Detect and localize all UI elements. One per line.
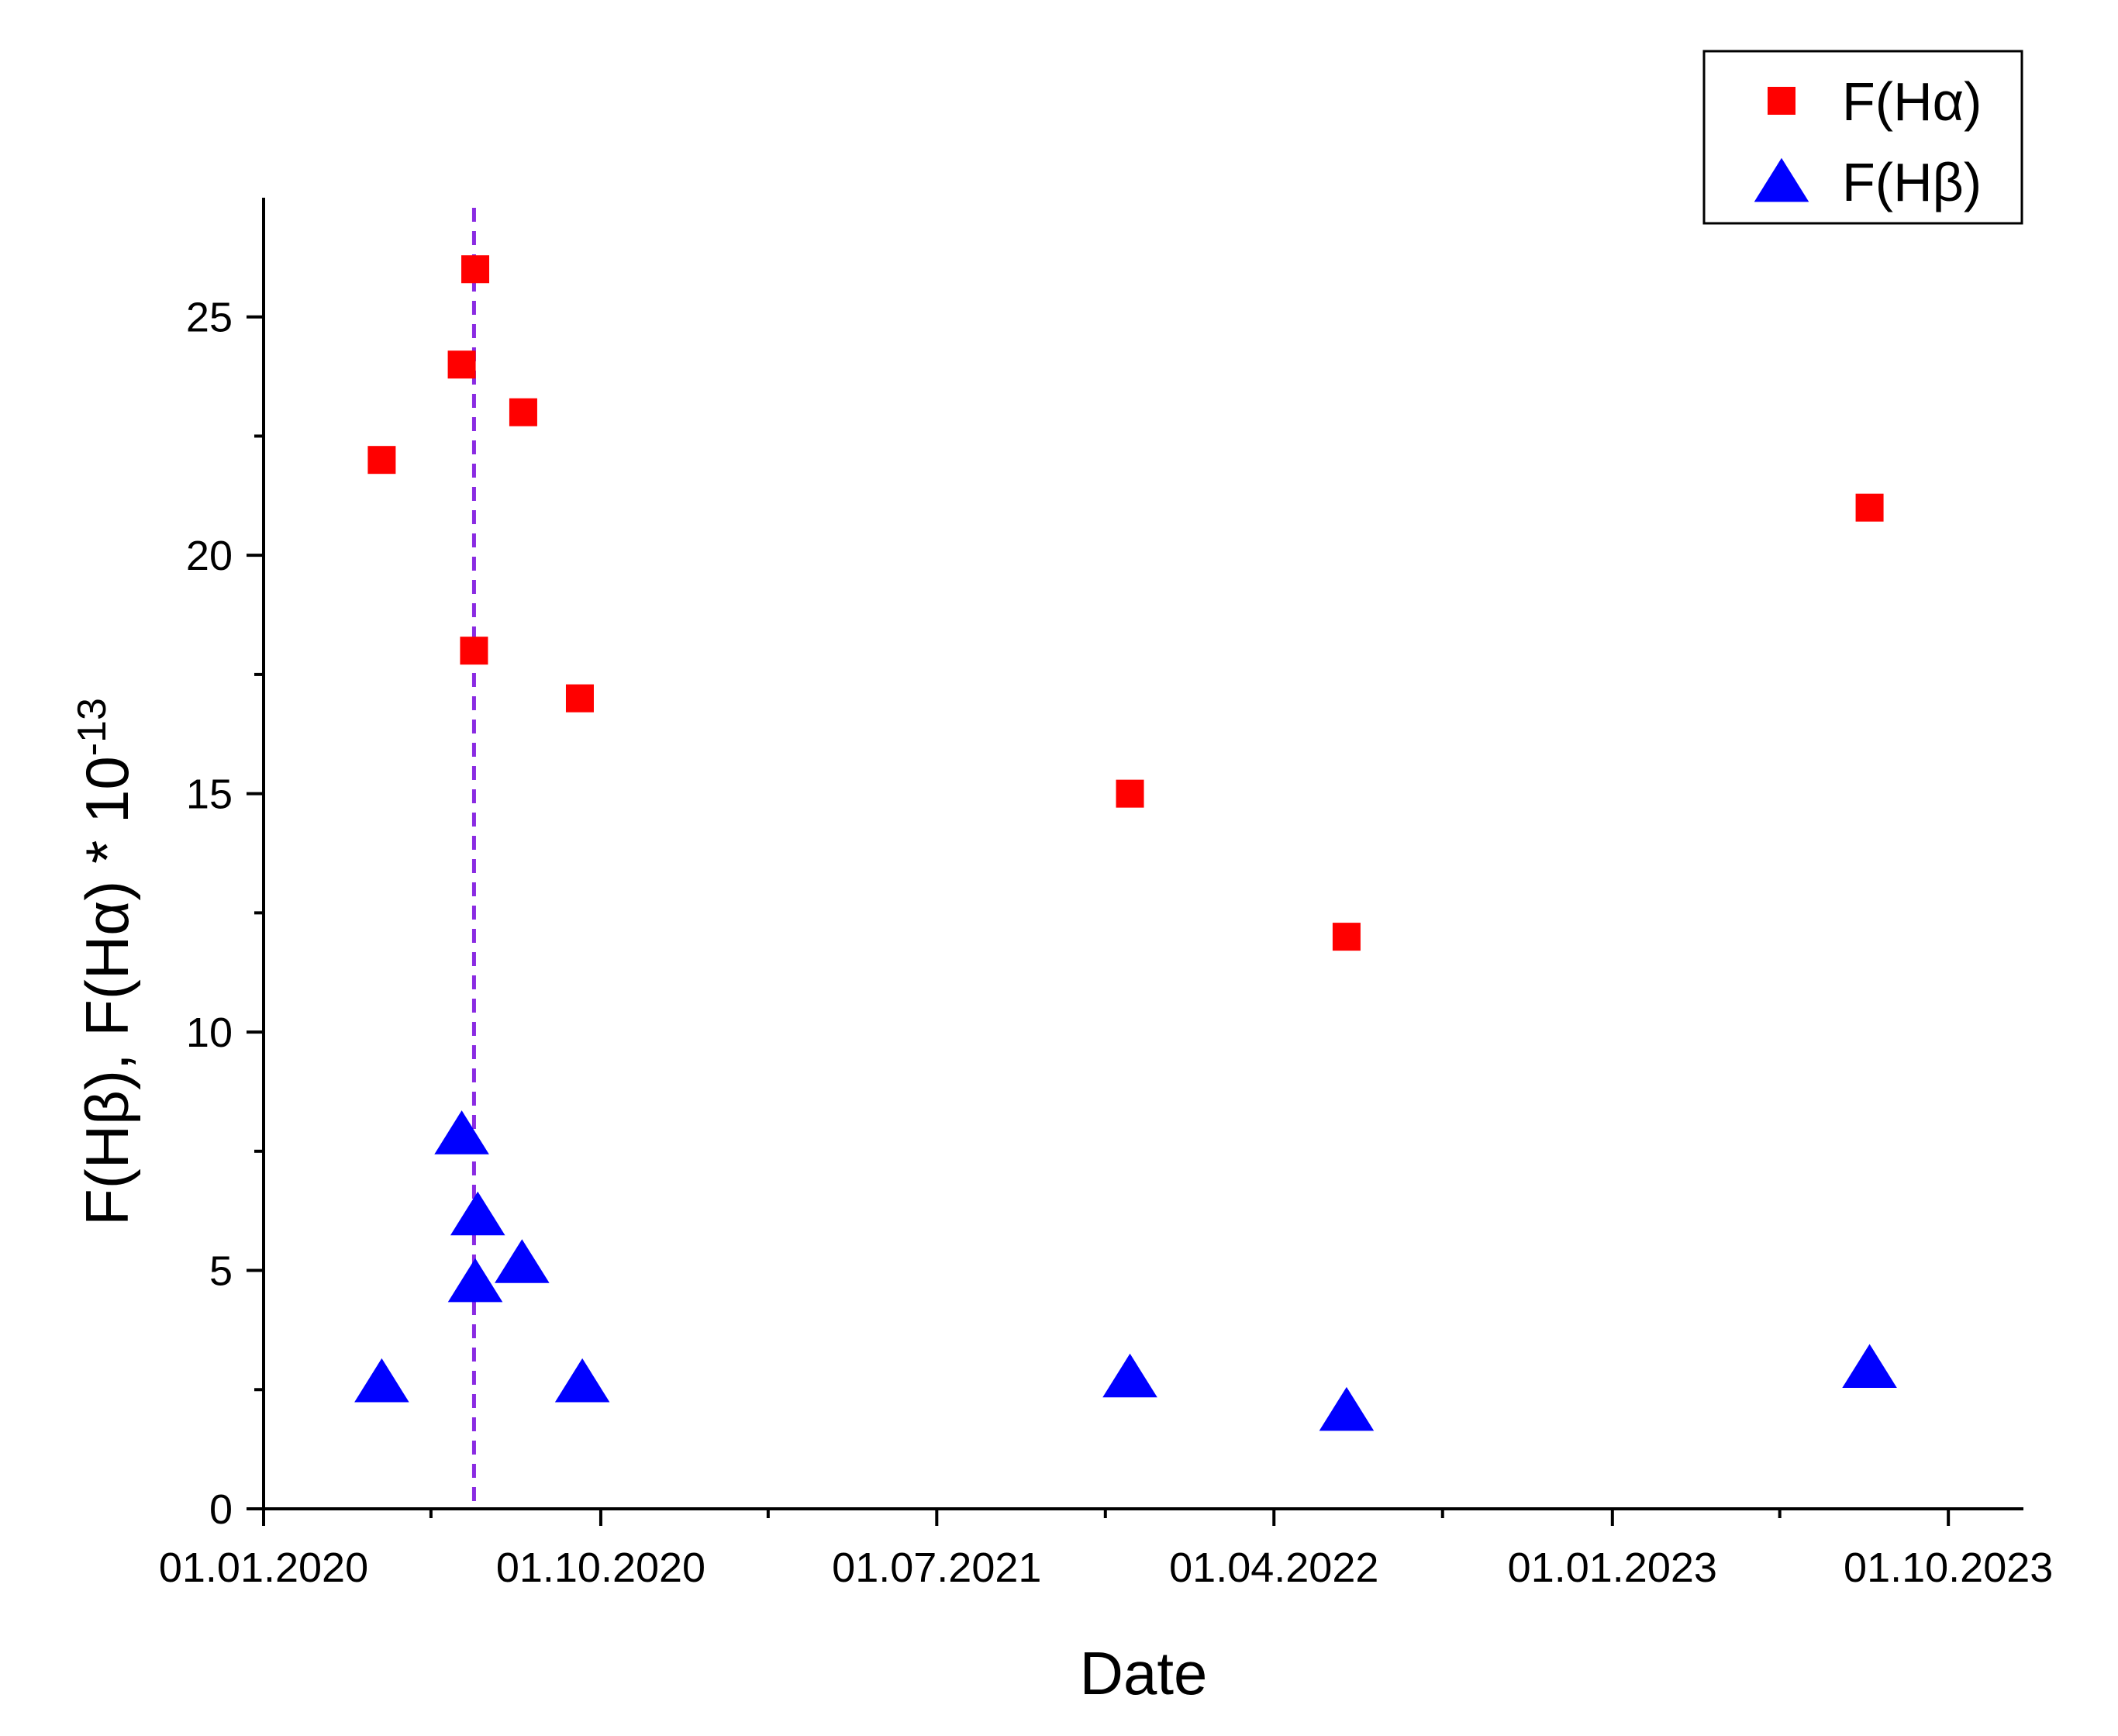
x-tick-label: 01.01.2023 [1508,1544,1717,1591]
x-tick-label: 01.04.2022 [1169,1544,1378,1591]
y-tick-label: 25 [186,295,233,341]
data-point-triangle [1842,1344,1897,1388]
x-tick-label: 01.10.2020 [496,1544,705,1591]
legend-label: F(Hα) [1842,71,1982,132]
y-tick-label: 5 [209,1248,233,1295]
y-tick-label: 0 [209,1486,233,1533]
legend: F(Hα) F(Hβ) [1702,50,2023,225]
data-point-square [461,255,490,284]
data-point-triangle [554,1358,610,1403]
axes: 0 5 10 15 20 25 01.01.2020 01.10.2020 01.07.2021… [159,198,2053,1591]
x-tick-label: 01.10.2023 [1844,1544,2053,1591]
legend-marker-triangle [1754,157,1809,202]
data-point-triangle [447,1258,503,1303]
data-point-triangle [1319,1386,1375,1431]
x-tick-label: 01.01.2020 [159,1544,368,1591]
data-point-square [1332,923,1361,951]
data-point-square [565,684,594,713]
y-axis-title: F(Hβ), F(Hα) * 10-13 [70,698,141,1226]
legend-box [1702,50,2023,225]
data-point-square [460,637,488,665]
data-marks [354,255,1897,1431]
y-axis-title-main: F(Hβ), F(Hα) * 10 [73,756,141,1226]
data-point-square [509,398,537,426]
data-point-triangle [354,1358,409,1403]
legend-marker-square [1768,87,1795,115]
x-tick-label: 01.07.2021 [832,1544,1041,1591]
y-tick-label: 10 [186,1010,233,1056]
legend-label: F(Hβ) [1842,152,1982,212]
y-tick-label: 15 [186,771,233,818]
x-axis-title: Date [1080,1639,1208,1707]
data-point-triangle [434,1110,489,1154]
data-point-square [1116,779,1144,808]
data-point-square [447,350,476,379]
data-point-square [1855,493,1884,522]
y-axis-title-exponent: -13 [70,698,115,756]
axis-labels: Date F(Hβ), F(Hα) * 10-13 [70,698,1207,1707]
data-point-triangle [1102,1353,1157,1398]
data-point-square [367,446,396,475]
y-tick-label: 20 [186,533,233,579]
data-point-triangle [495,1239,550,1283]
data-point-triangle [450,1191,505,1236]
